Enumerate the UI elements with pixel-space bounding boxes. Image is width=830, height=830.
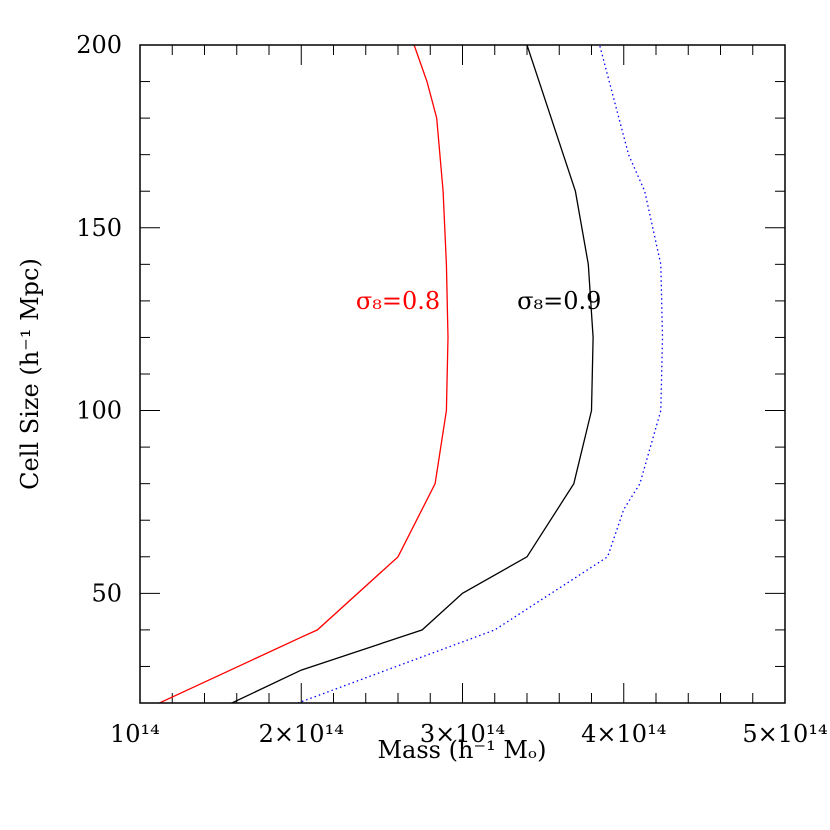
y-tick-label: 100: [76, 397, 122, 425]
y-tick-label: 150: [76, 214, 122, 242]
series-label-1: σ₈=0.9: [517, 287, 601, 315]
x-axis-title: Mass (h⁻¹ Mₒ): [377, 736, 546, 764]
x-tick-label: 4×10¹⁴: [581, 720, 666, 748]
series-line-0: [158, 45, 449, 703]
series-line-1: [230, 45, 594, 703]
series-labels: σ₈=0.8 σ₈=0.9: [356, 287, 602, 315]
y-tick-label: 200: [76, 31, 122, 59]
plot-frame: [139, 44, 786, 704]
tick-labels: 10¹⁴ 2×10¹⁴ 3×10¹⁴ 4×10¹⁴ 5×10¹⁴ 50 100 150 200: [76, 31, 827, 748]
x-tick-label: 2×10¹⁴: [259, 720, 344, 748]
axis-ticks: [139, 44, 786, 704]
series-lines: [158, 45, 664, 703]
x-tick-label: 5×10¹⁴: [742, 720, 827, 748]
y-tick-label: 50: [91, 579, 122, 607]
series-label-0: σ₈=0.8: [356, 287, 440, 315]
series-line-2: [296, 45, 664, 703]
x-tick-label: 10¹⁴: [110, 720, 160, 748]
y-axis-title: Cell Size (h⁻¹ Mpc): [16, 258, 44, 490]
x-tick-label: 3×10¹⁴: [420, 720, 505, 748]
